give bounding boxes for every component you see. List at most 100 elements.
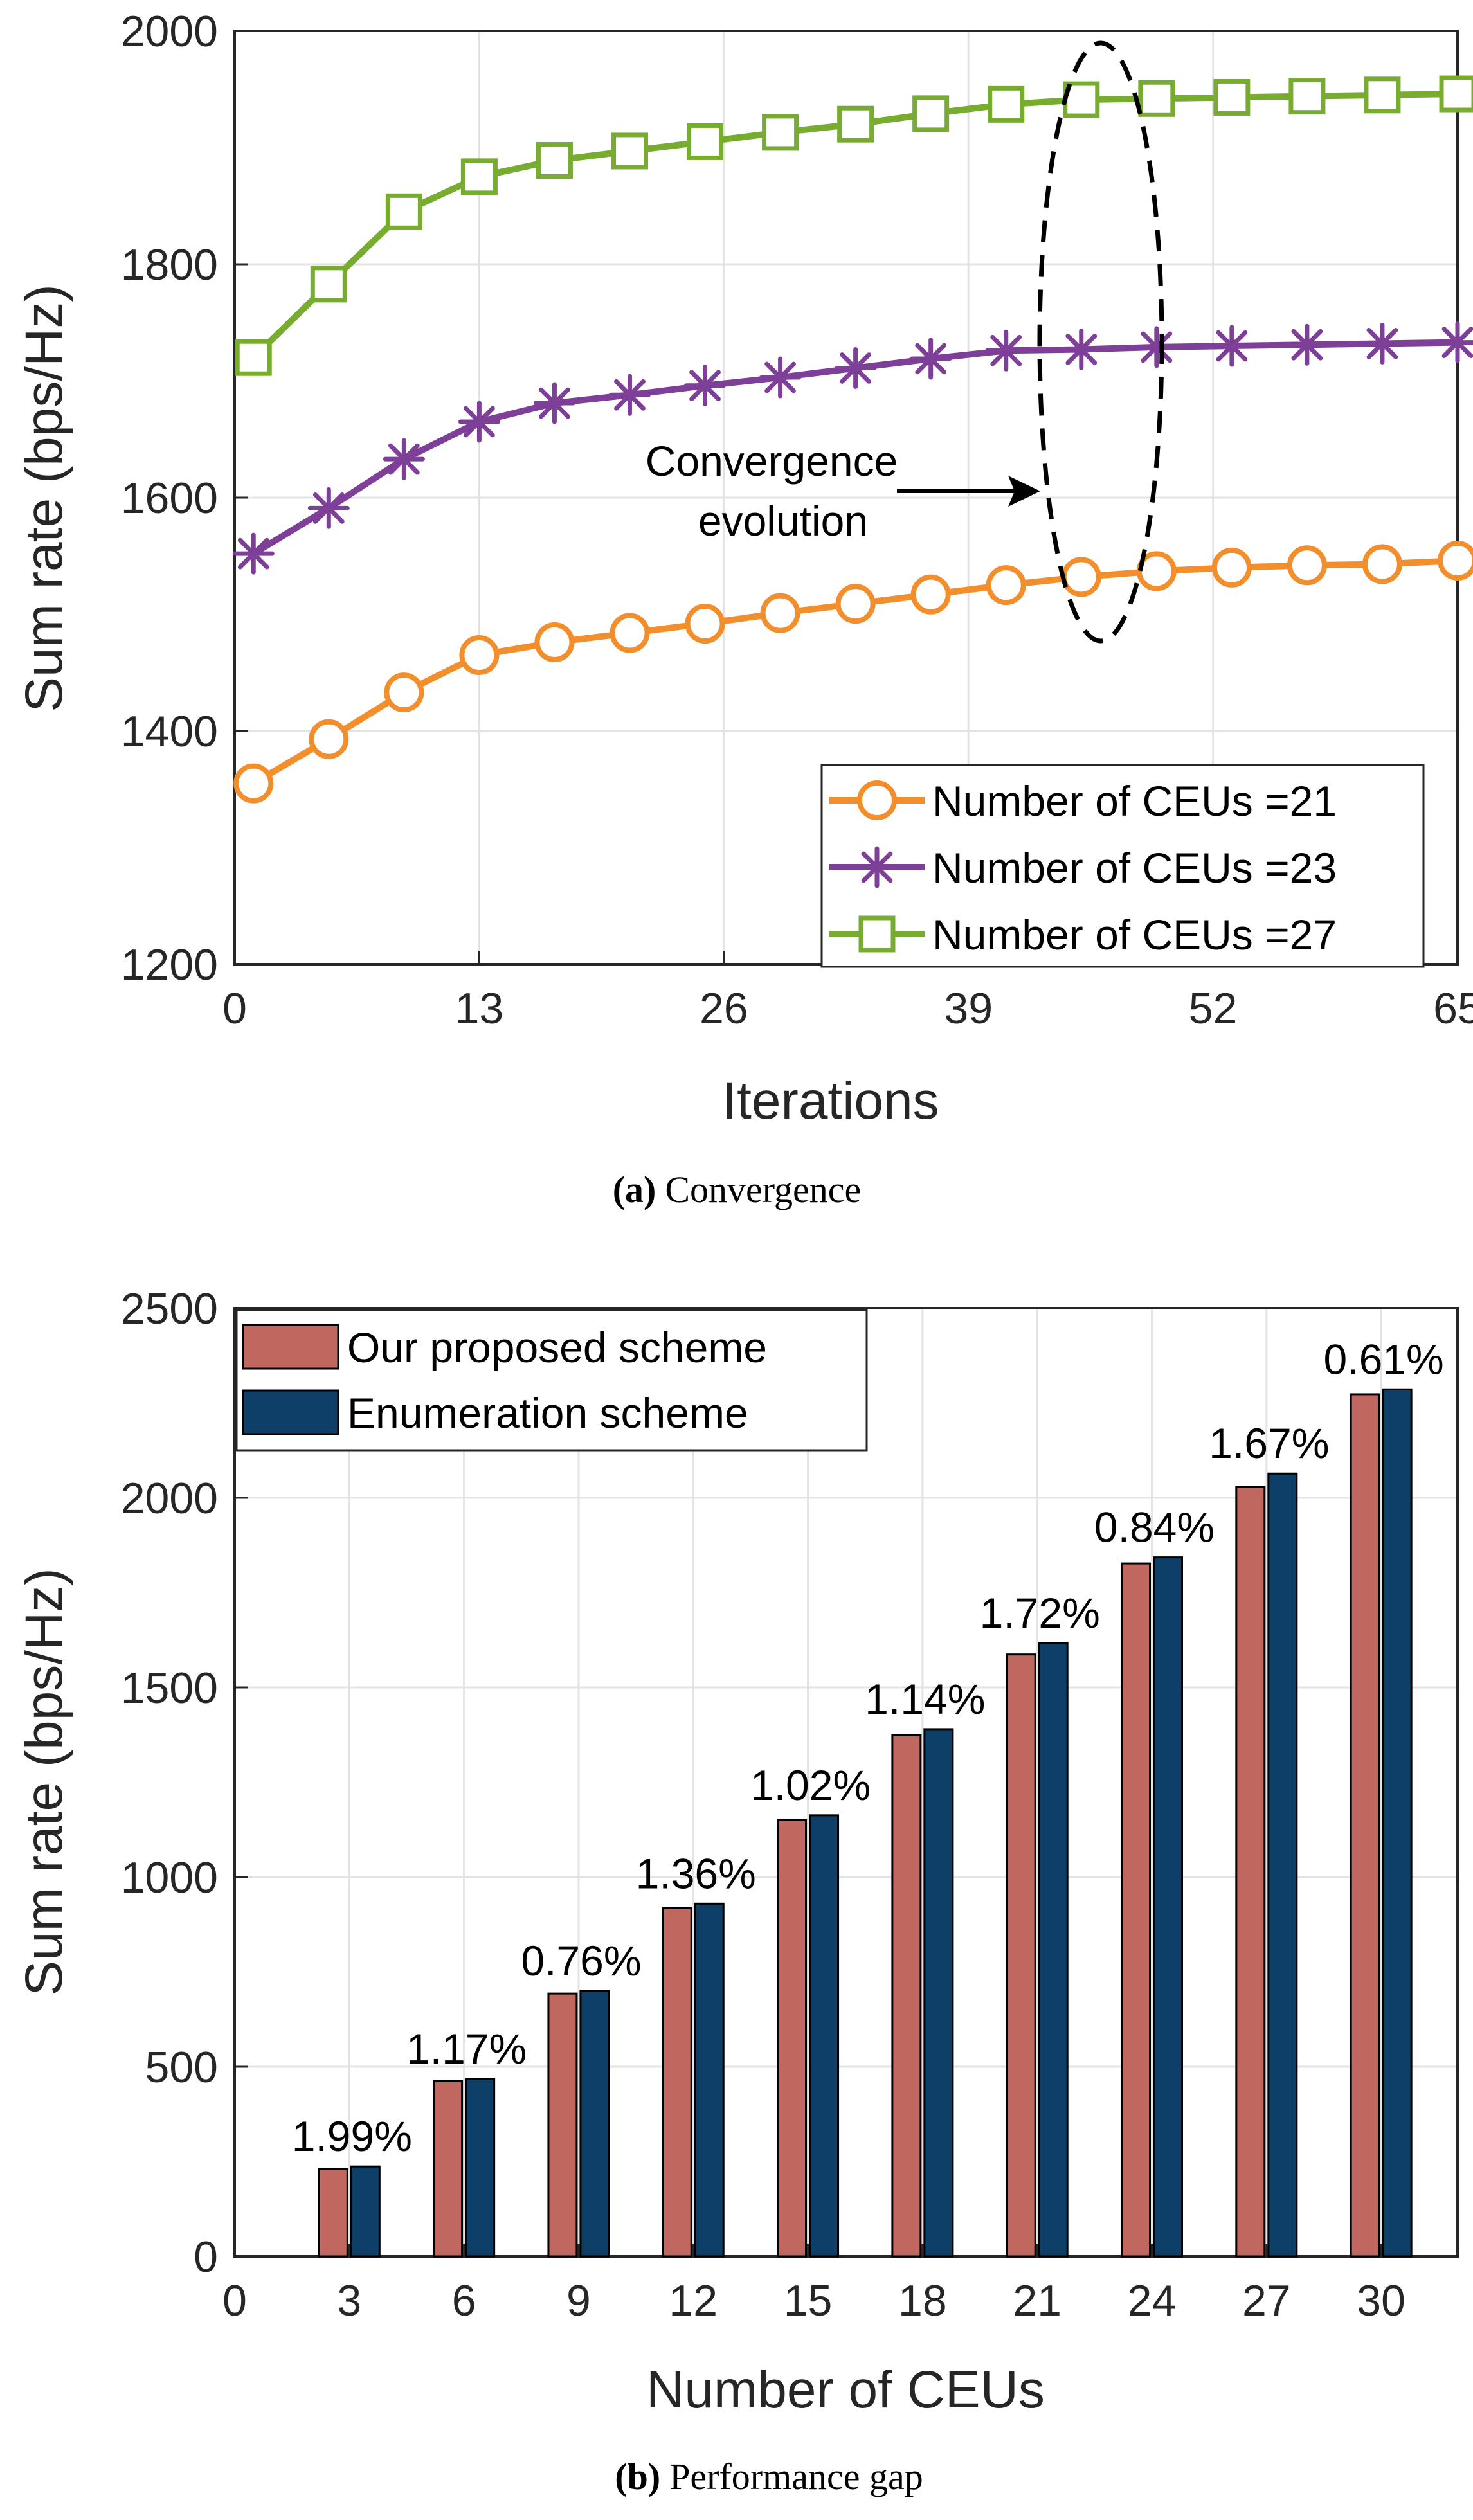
panel-a-series-0-point-11 (1061, 557, 1101, 597)
panel-a-series-2-point-15 (1364, 76, 1401, 114)
panel-b-bar-0-21 (1006, 1653, 1036, 2258)
panel-b-xtick-label-0: 0 (222, 2276, 247, 2325)
panel-b-y-axis-label: Sum rate (bps/Hz) (15, 1568, 73, 1995)
panel-a-series-2-point-6-shape (687, 123, 724, 160)
panel-a-series-1-point-12 (1135, 326, 1178, 368)
panel-a-legend-items: Number of CEUs =21 Number of CEUs =23 Numb… (829, 777, 1337, 959)
panel-a-series-2-point-10-shape (988, 86, 1025, 123)
panel-a-series-1-point-3 (458, 401, 500, 443)
panel-b-ytick-label-0: 0 (194, 2233, 218, 2282)
panel-a-series-2-point-9-shape (912, 95, 950, 132)
panel-a: 1200 1400 1600 1800 2000 0 13 26 39 52 65 Converg… (15, 7, 1473, 1210)
panel-a-series-0-point-11-shape (1061, 557, 1101, 597)
panel-b-xtick-label-9: 27 (1242, 2276, 1291, 2325)
panel-a-series-2-point-5-shape (611, 132, 648, 170)
panel-b-bar-0-9 (547, 1992, 578, 2258)
panel-a-series-1-point-15 (1361, 322, 1404, 364)
panel-a-series-0-point-4 (534, 622, 575, 663)
panel-b-legend-entry-1: Enumeration scheme (242, 1389, 748, 1437)
panel-a-series-0-point-6-shape (685, 604, 725, 644)
panel-a-ytick-label-0: 1200 (121, 941, 218, 989)
convergence-arrowhead (1008, 476, 1040, 507)
panel-a-series-2-point-7 (762, 114, 799, 151)
panel-a-series-2 (235, 75, 1473, 376)
panel-b-bar-0-3 (318, 2168, 348, 2258)
panel-a-series-2-point-15-shape (1364, 76, 1401, 114)
panel-b-gap-label-9: 0.76% (521, 1937, 641, 1985)
panel-a-series-2-point-3 (460, 158, 498, 195)
panel-b-legend: Our proposed scheme Enumeration scheme (235, 1309, 868, 1452)
panel-a-series-1-point-2-stroke-3 (388, 443, 420, 475)
panel-a-series-1-point-11 (1060, 328, 1103, 370)
panel-b-xtick-label-3: 9 (566, 2276, 591, 2325)
panel-a-x-ticks: 0 13 26 39 52 65 (222, 951, 1473, 1033)
panel-a-series-1-point-6-stroke-3 (689, 370, 721, 402)
panel-a-series-2-point-1-shape (310, 266, 347, 303)
panel-a-series-2-point-1 (310, 266, 347, 303)
panel-b-xtick-label-1: 3 (337, 2276, 361, 2325)
panel-a-series-1-point-6 (684, 364, 727, 407)
panel-a-series-1-point-10-stroke-3 (990, 334, 1022, 366)
panel-a-legend-marker-2-shape (858, 915, 896, 953)
panel-b-bar-0-30 (1350, 1393, 1380, 2258)
panel-b-legend-swatch-0 (242, 1324, 339, 1370)
panel-b-xtick-label-10: 30 (1357, 2276, 1405, 2325)
panel-b-bar-1-21 (1038, 1642, 1069, 2258)
panel-a-series-0-point-5 (610, 613, 650, 653)
panel-a-series-1-point-15-stroke-3 (1366, 328, 1398, 359)
panel-a-series-0-point-8 (835, 584, 876, 624)
convergence-annotation-line2: evolution (698, 497, 868, 544)
panel-b-bar-0-24 (1121, 1562, 1151, 2258)
panel-a-series-1-point-1 (307, 487, 350, 529)
panel-b-xtick-label-2: 6 (452, 2276, 476, 2325)
panel-a-legend-marker-1 (856, 846, 898, 888)
panel-a-series-1-point-14 (1286, 323, 1328, 366)
panel-b-bar-0-6 (433, 2080, 464, 2258)
panel-b-gap-label-12: 1.36% (636, 1850, 756, 1897)
panel-b-x-axis-label: Number of CEUs (646, 2361, 1045, 2419)
panel-b-ytick-label-3: 1500 (121, 1664, 218, 1713)
panel-a-series-1-point-4 (533, 382, 575, 424)
panel-a-series-0-point-1 (309, 719, 349, 759)
panel-b-bar-1-30 (1382, 1388, 1413, 2258)
panel-a-series-1-point-13 (1211, 325, 1253, 367)
panel-b-bar-1-24 (1153, 1556, 1183, 2258)
panel-b-xtick-label-8: 24 (1128, 2276, 1177, 2325)
panel-a-legend-marker-2 (858, 915, 896, 953)
panel-a-series-1-point-9-stroke-3 (915, 343, 947, 375)
panel-b-gap-label-27: 1.67% (1209, 1419, 1329, 1467)
panel-b-xtick-label-6: 18 (898, 2276, 947, 2325)
panel-a-xtick-label-1: 13 (455, 984, 504, 1033)
panel-b-legend-swatch-1 (242, 1389, 339, 1436)
panel-a-y-ticks: 1200 1400 1600 1800 2000 (121, 7, 248, 989)
panel-a-series-0-point-1-shape (309, 719, 349, 759)
panel-a-series-0-point-14 (1287, 545, 1327, 586)
panel-b-x-ticks: 0 3 6 9 12 15 18 21 24 27 30 (222, 2244, 1405, 2325)
panel-a-x-axis-label: Iterations (722, 1072, 939, 1130)
panel-b-ytick-label-4: 2000 (121, 1474, 218, 1523)
panel-b-gap-label-18: 1.14% (865, 1675, 985, 1723)
panel-b-bar-1-12 (694, 1902, 725, 2258)
panel-a-series-1-point-2 (383, 438, 425, 480)
panel-b-bar-1-3 (350, 2165, 381, 2258)
panel-a-series-0-point-12-shape (1136, 551, 1177, 591)
panel-a-ytick-label-1: 1400 (121, 707, 218, 756)
panel-b-gap-label-24: 0.84% (1094, 1504, 1215, 1551)
panel-a-series-1-point-3-stroke-3 (464, 406, 495, 438)
panel-a-xtick-label-0: 0 (222, 984, 247, 1033)
panel-a-series-1-point-4-stroke-3 (539, 387, 570, 419)
panel-b-bars (318, 1388, 1413, 2258)
panel-a-series-0-point-9 (910, 574, 951, 615)
panel-a-series-0-point-7-shape (760, 593, 800, 633)
panel-a-series-0-point-15-shape (1362, 544, 1402, 584)
panel-a-series-2-point-5 (611, 132, 648, 170)
panel-a-series-1 (232, 321, 1473, 575)
panel-a-series-1-point-7 (759, 356, 802, 399)
panel-b-bar-0-27 (1235, 1486, 1266, 2258)
panel-b-gap-label-3: 1.99% (292, 2112, 412, 2160)
panel-b-legend-label-0: Our proposed scheme (347, 1324, 767, 1371)
panel-a-series-2-point-9 (912, 95, 950, 132)
panel-a-series-1-point-0 (232, 532, 275, 575)
panel-a-xtick-label-4: 52 (1189, 984, 1238, 1033)
panel-b-bar-0-18 (891, 1734, 922, 2258)
